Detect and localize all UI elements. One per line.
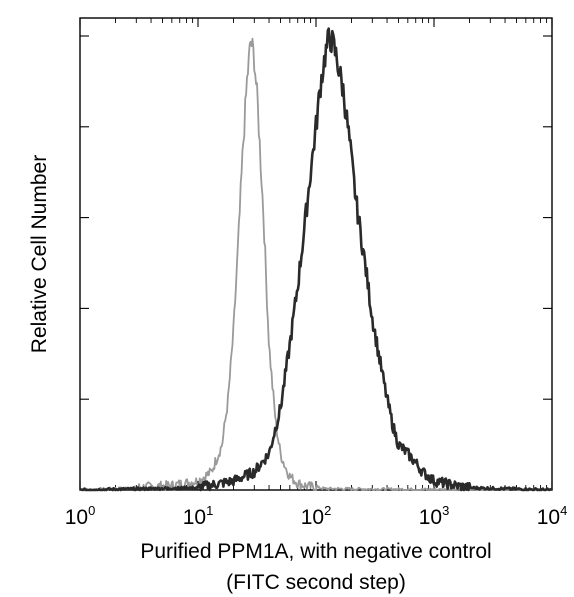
major-ticks-layer [79, 18, 553, 491]
x-tick-label-base: 10 [65, 506, 88, 529]
x-tick-label: 103 [419, 503, 450, 529]
plot-frame [79, 17, 553, 491]
series-line-1 [79, 37, 553, 491]
axes-layer [79, 17, 553, 491]
x-tick-label-base: 10 [301, 506, 324, 529]
x-tick-label: 100 [65, 503, 96, 529]
x-tick-label-base: 10 [537, 506, 560, 529]
series-line-2 [79, 27, 553, 492]
x-tick-label: 104 [537, 503, 568, 529]
series-layer [79, 27, 553, 492]
x-tick-label-exponent: 4 [560, 503, 567, 518]
x-tick-label-exponent: 2 [324, 503, 331, 518]
labels-layer: Purified PPM1A, with negative control (F… [28, 155, 567, 594]
x-tick-label-exponent: 1 [206, 503, 213, 518]
x-axis-label-line1: Purified PPM1A, with negative control [140, 540, 491, 563]
minor-ticks-layer [115, 18, 548, 490]
x-tick-label-exponent: 3 [442, 503, 449, 518]
x-tick-label: 102 [301, 503, 332, 529]
x-axis-label-line2: (FITC second step) [226, 571, 406, 594]
y-axis-label: Relative Cell Number [28, 155, 51, 353]
x-tick-label-base: 10 [183, 506, 206, 529]
x-tick-label: 101 [183, 503, 214, 529]
x-tick-label-exponent: 0 [88, 503, 95, 518]
x-tick-label-base: 10 [419, 506, 442, 529]
